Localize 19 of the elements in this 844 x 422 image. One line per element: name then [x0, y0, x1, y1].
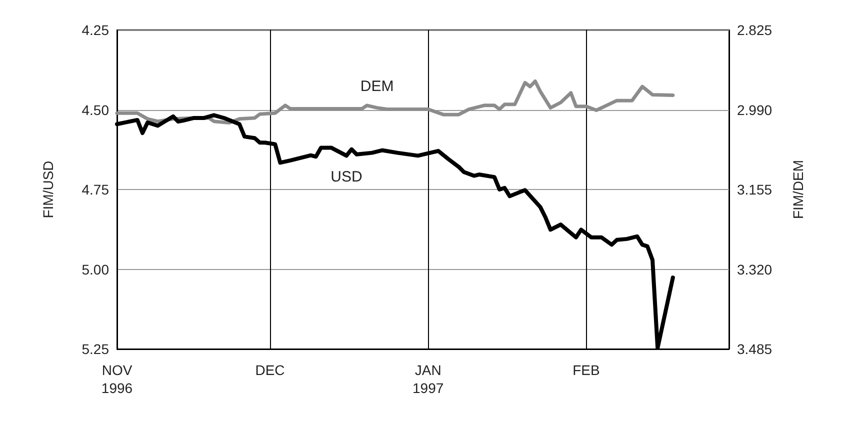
- y-tick-label: 5.25: [82, 341, 110, 357]
- y2-tick-label: 2.825: [737, 22, 772, 38]
- y2-tick-label: 3.485: [737, 341, 772, 357]
- y2-tick-label: 3.155: [737, 182, 772, 198]
- series-label: DEM: [360, 78, 394, 95]
- line-series: [115, 79, 675, 125]
- y2-tick-label: 2.990: [737, 102, 772, 118]
- y2-tick-label: 3.320: [737, 261, 772, 278]
- y-tick-label: 5.00: [82, 261, 110, 278]
- x-tick-label: FEB: [572, 362, 600, 378]
- x-tick-label: JAN 1997: [412, 362, 444, 396]
- x-tick-label: NOV 1996: [101, 362, 133, 396]
- x-tick-label: DEC: [255, 362, 285, 378]
- y-tick-label: 4.75: [82, 182, 110, 198]
- y2-axis-title: FIM/DEM: [790, 160, 806, 220]
- y-tick-label: 4.50: [82, 102, 110, 118]
- y-axis-title: FIM/USD: [40, 160, 56, 218]
- y-tick-label: 4.25: [82, 22, 110, 38]
- series-label: USD: [330, 168, 362, 186]
